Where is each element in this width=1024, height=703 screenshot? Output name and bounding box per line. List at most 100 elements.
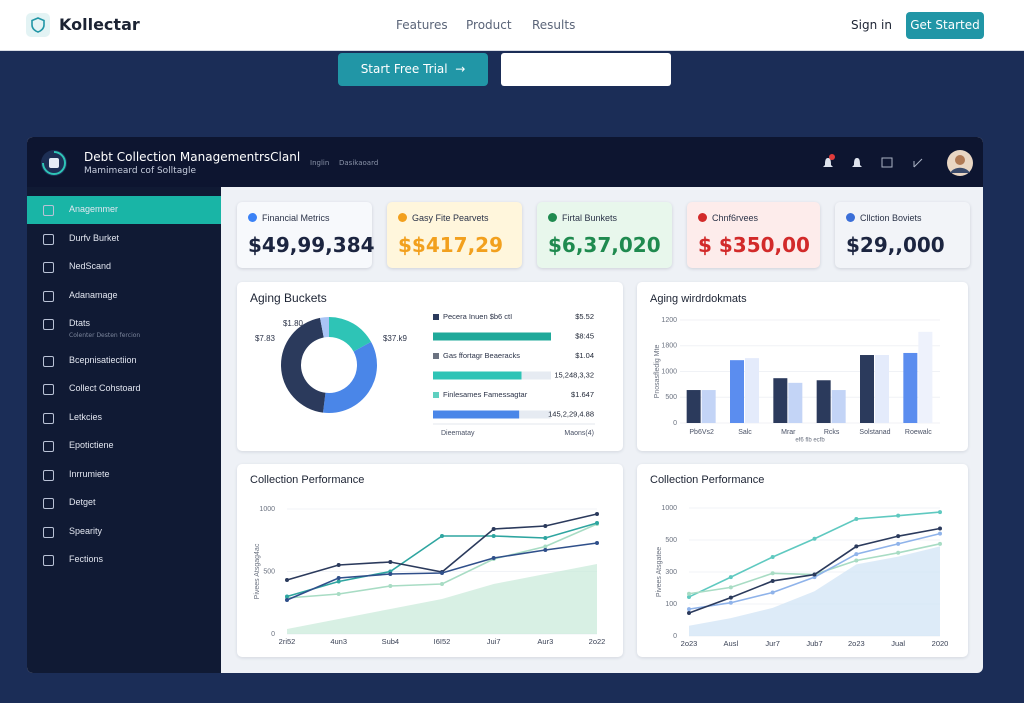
point [812,536,817,541]
donut-annotation: $7.83 [255,334,276,343]
point [491,556,496,560]
point [336,579,341,584]
y-axis-label: Pnosasfledig Mte [654,345,661,399]
x-tick-label: 2020 [932,639,949,648]
sidebar-icon [43,441,54,452]
sidebar: Anagemmer Durfv Burket NedScand Adanamage Dt… [27,187,221,673]
legend-value: 15,248,3,32 [554,370,594,379]
point [854,544,859,549]
point [687,594,691,599]
brand: Kollectar [59,15,140,34]
header-icons [823,154,923,168]
breadcrumb[interactable]: Dasikaoard [339,159,379,167]
trial-label: Start Free Trial [360,62,448,76]
trial-button[interactable]: Start Free Trial → [338,53,488,86]
nav-link[interactable]: Results [532,18,576,32]
point [770,590,775,595]
point [728,585,733,590]
point [770,578,775,583]
metric-card: Financial Metrics $49,99,384 [237,202,375,268]
bar [903,352,918,423]
metric-label: Chnf6rvees [712,213,759,223]
point [595,521,599,525]
point [440,582,444,586]
sidebar-icon [43,233,54,245]
x-tick-label: 2o22 [589,637,606,646]
breadcrumb[interactable]: Inglin [310,159,330,167]
sidebar-item[interactable]: Letkcies [69,411,103,422]
point [896,541,901,546]
sidebar-item[interactable]: Durfv Burket [69,232,120,243]
point [728,575,733,580]
donut-segment [329,317,372,352]
sidebar-item[interactable]: NedScand [69,261,112,271]
sidebar-item[interactable]: Collect Cohstoard [69,383,141,393]
metric-icon [698,213,707,222]
y-tick-label: 100 [665,601,677,608]
chart-title: Collection Performance [650,474,764,486]
bar [686,390,701,423]
bar [918,331,933,423]
sidebar-item[interactable]: Dtats [69,318,91,328]
sidebar-icon [43,384,54,395]
sidebar-item[interactable]: Spearity [69,525,103,536]
sidebar-icon [43,355,54,367]
sidebar-item[interactable]: Detget [69,497,96,507]
x-tick-label: 2o23 [848,639,865,648]
point [770,555,775,560]
chart-title: Collection Performance [250,474,364,486]
dashboard-header: Debt Collection ManagementrsClanl Mamime… [27,137,983,187]
metric-value: $$417,29 [398,233,504,257]
sidebar-item[interactable]: Epotictiene [69,440,114,450]
donut-annotation: $1.80 [283,319,304,328]
point [336,563,341,567]
point [938,510,942,515]
get-started-button[interactable]: Get Started [906,12,984,39]
sign-in[interactable]: Sign in [851,18,892,32]
point [491,527,496,531]
point [687,610,691,615]
metric-label: Firtal Bunkets [562,213,618,223]
legend-value: 145,2,29,4.88 [548,409,594,418]
point [388,560,393,564]
bar [816,380,831,423]
point [896,550,901,555]
point [854,552,859,557]
nav-link[interactable]: Features [396,18,448,32]
point [595,541,599,545]
point [543,536,548,540]
x-tick-label: Mrar [781,429,796,436]
legend-value: $5.52 [575,312,594,321]
legend-swatch [433,392,439,398]
sidebar-icon [43,205,54,216]
x-sublabel: ef6 flb ecfb [795,438,825,444]
panel [237,282,623,451]
secondary-button[interactable] [501,53,671,86]
point [336,592,341,596]
x-tick-label: Salc [738,429,752,436]
sidebar-item[interactable]: Fections [69,554,104,564]
sidebar-icon [43,469,54,481]
metric-value: $6,37,020 [548,233,661,257]
sidebar-item[interactable]: Bcepnisatiectiion [69,354,137,365]
point [440,534,444,538]
point [854,558,859,563]
point [285,594,289,599]
y-tick-label: 500 [665,394,677,401]
point [440,571,444,575]
sidebar-item[interactable]: Inrrumiete [69,468,110,479]
point [812,572,817,577]
nav-link[interactable]: Product [466,18,512,32]
metric-value: $29,,000 [846,233,945,257]
point [388,584,393,588]
y-tick-label: 300 [665,569,677,576]
avatar[interactable] [946,149,974,177]
x-tick-label: Aur3 [537,637,553,646]
sidebar-item[interactable]: Anagemmer [69,204,119,214]
y-tick-label: 1800 [661,343,677,350]
metric-icon [398,213,407,222]
sidebar-icon [43,555,54,566]
sidebar-icon [43,262,54,273]
sidebar-item[interactable]: Adanamage [69,289,118,300]
